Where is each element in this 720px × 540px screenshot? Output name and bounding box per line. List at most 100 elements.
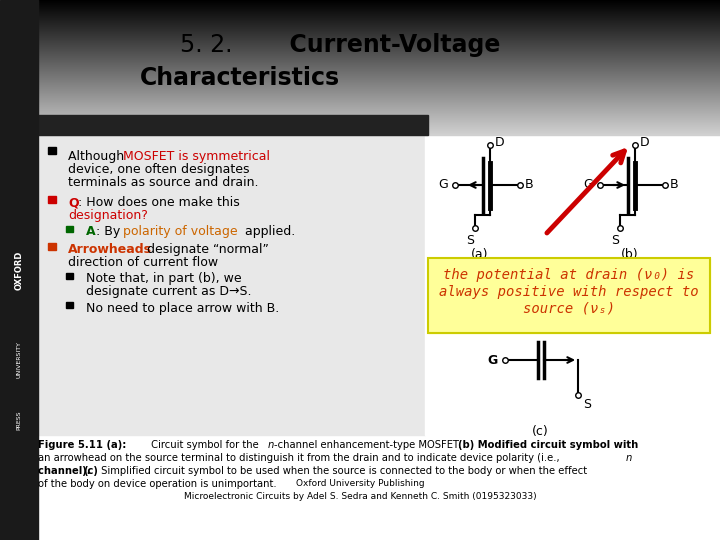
Text: the potential at drain (ν₀) is: the potential at drain (ν₀) is xyxy=(444,268,695,282)
Text: PRESS: PRESS xyxy=(17,410,22,430)
Text: S: S xyxy=(466,234,474,247)
Bar xyxy=(38,119,720,120)
Bar xyxy=(38,107,720,108)
Bar xyxy=(38,57,720,58)
Bar xyxy=(38,133,720,134)
Text: of the body on device operation is unimportant.: of the body on device operation is unimp… xyxy=(38,479,276,489)
Text: B: B xyxy=(525,179,534,192)
Bar xyxy=(38,68,720,69)
Bar xyxy=(38,76,720,77)
Text: -channel enhancement-type MOSFET.: -channel enhancement-type MOSFET. xyxy=(274,440,464,450)
Bar xyxy=(38,74,720,75)
Text: D: D xyxy=(640,137,649,150)
Bar xyxy=(38,31,720,32)
Bar xyxy=(38,9,720,10)
Bar xyxy=(38,72,720,73)
Bar xyxy=(66,273,73,279)
Bar xyxy=(38,105,720,106)
Text: Figure 5.11 (a):: Figure 5.11 (a): xyxy=(38,440,127,450)
Bar xyxy=(38,95,720,96)
Bar xyxy=(38,18,720,19)
Bar xyxy=(38,29,720,30)
Text: Microelectronic Circuits by Adel S. Sedra and Kenneth C. Smith (0195323033): Microelectronic Circuits by Adel S. Sedr… xyxy=(184,492,536,501)
Bar xyxy=(38,94,720,95)
Bar xyxy=(38,16,720,17)
Text: OXFORD: OXFORD xyxy=(14,251,24,289)
Bar xyxy=(38,103,720,104)
Text: G: G xyxy=(583,179,593,192)
Bar xyxy=(38,118,720,119)
Bar xyxy=(38,134,720,135)
Bar xyxy=(38,36,720,37)
Bar xyxy=(38,71,720,72)
Bar xyxy=(38,45,720,46)
Bar xyxy=(38,55,720,56)
Bar xyxy=(38,50,720,51)
Bar xyxy=(38,70,720,71)
Bar xyxy=(38,34,720,35)
Bar xyxy=(38,46,720,47)
Bar xyxy=(38,115,720,116)
Bar xyxy=(38,117,720,118)
Bar xyxy=(38,23,720,24)
Bar xyxy=(38,28,720,29)
Bar xyxy=(38,89,720,90)
Bar xyxy=(38,93,720,94)
Bar xyxy=(38,106,720,107)
Text: direction of current flow: direction of current flow xyxy=(68,256,218,269)
Bar xyxy=(38,124,720,125)
Bar xyxy=(38,42,720,43)
Bar xyxy=(428,258,710,333)
Bar xyxy=(38,73,720,74)
Text: UNIVERSITY: UNIVERSITY xyxy=(17,341,22,379)
Bar xyxy=(38,12,720,13)
Bar xyxy=(38,84,720,85)
Text: D: D xyxy=(495,137,505,150)
Bar xyxy=(428,258,710,333)
Bar xyxy=(38,111,720,112)
Bar xyxy=(38,64,720,65)
Bar xyxy=(38,121,720,122)
Bar xyxy=(38,17,720,18)
Text: source (νₛ): source (νₛ) xyxy=(523,302,615,316)
Bar xyxy=(38,85,720,86)
Bar xyxy=(38,63,720,64)
Bar xyxy=(38,13,720,14)
Text: n: n xyxy=(268,440,274,450)
Bar xyxy=(38,78,720,79)
Text: : How does one make this: : How does one make this xyxy=(78,196,240,209)
Text: Simplified circuit symbol to be used when the source is connected to the body or: Simplified circuit symbol to be used whe… xyxy=(98,466,587,476)
Text: (b) Modified circuit symbol with: (b) Modified circuit symbol with xyxy=(458,440,638,450)
Bar xyxy=(38,115,428,135)
Bar xyxy=(38,30,720,31)
Bar xyxy=(38,35,720,36)
Text: polarity of voltage: polarity of voltage xyxy=(123,225,238,238)
Bar xyxy=(38,125,720,126)
Text: 5. 2.: 5. 2. xyxy=(180,33,240,57)
Bar xyxy=(38,54,720,55)
Text: Note that, in part (b), we: Note that, in part (b), we xyxy=(86,272,242,285)
Bar xyxy=(38,38,720,39)
Text: G: G xyxy=(438,179,448,192)
Bar xyxy=(38,6,720,7)
Bar xyxy=(38,112,720,113)
Bar xyxy=(38,47,720,48)
Bar xyxy=(66,226,73,232)
Bar xyxy=(38,110,720,111)
Text: always positive with respect to: always positive with respect to xyxy=(439,285,699,299)
Bar xyxy=(38,97,720,98)
Text: (a): (a) xyxy=(472,248,489,261)
Text: n: n xyxy=(626,453,632,463)
Text: designate “normal”: designate “normal” xyxy=(143,243,269,256)
Bar xyxy=(38,37,720,38)
Bar xyxy=(48,147,56,154)
Bar xyxy=(38,58,720,59)
Text: B: B xyxy=(670,179,679,192)
Bar xyxy=(38,15,720,16)
Bar xyxy=(38,25,720,26)
Bar xyxy=(38,96,720,97)
Bar xyxy=(38,92,720,93)
Bar xyxy=(38,56,720,57)
Bar xyxy=(38,88,720,89)
Text: No need to place arrow with B.: No need to place arrow with B. xyxy=(86,302,279,315)
